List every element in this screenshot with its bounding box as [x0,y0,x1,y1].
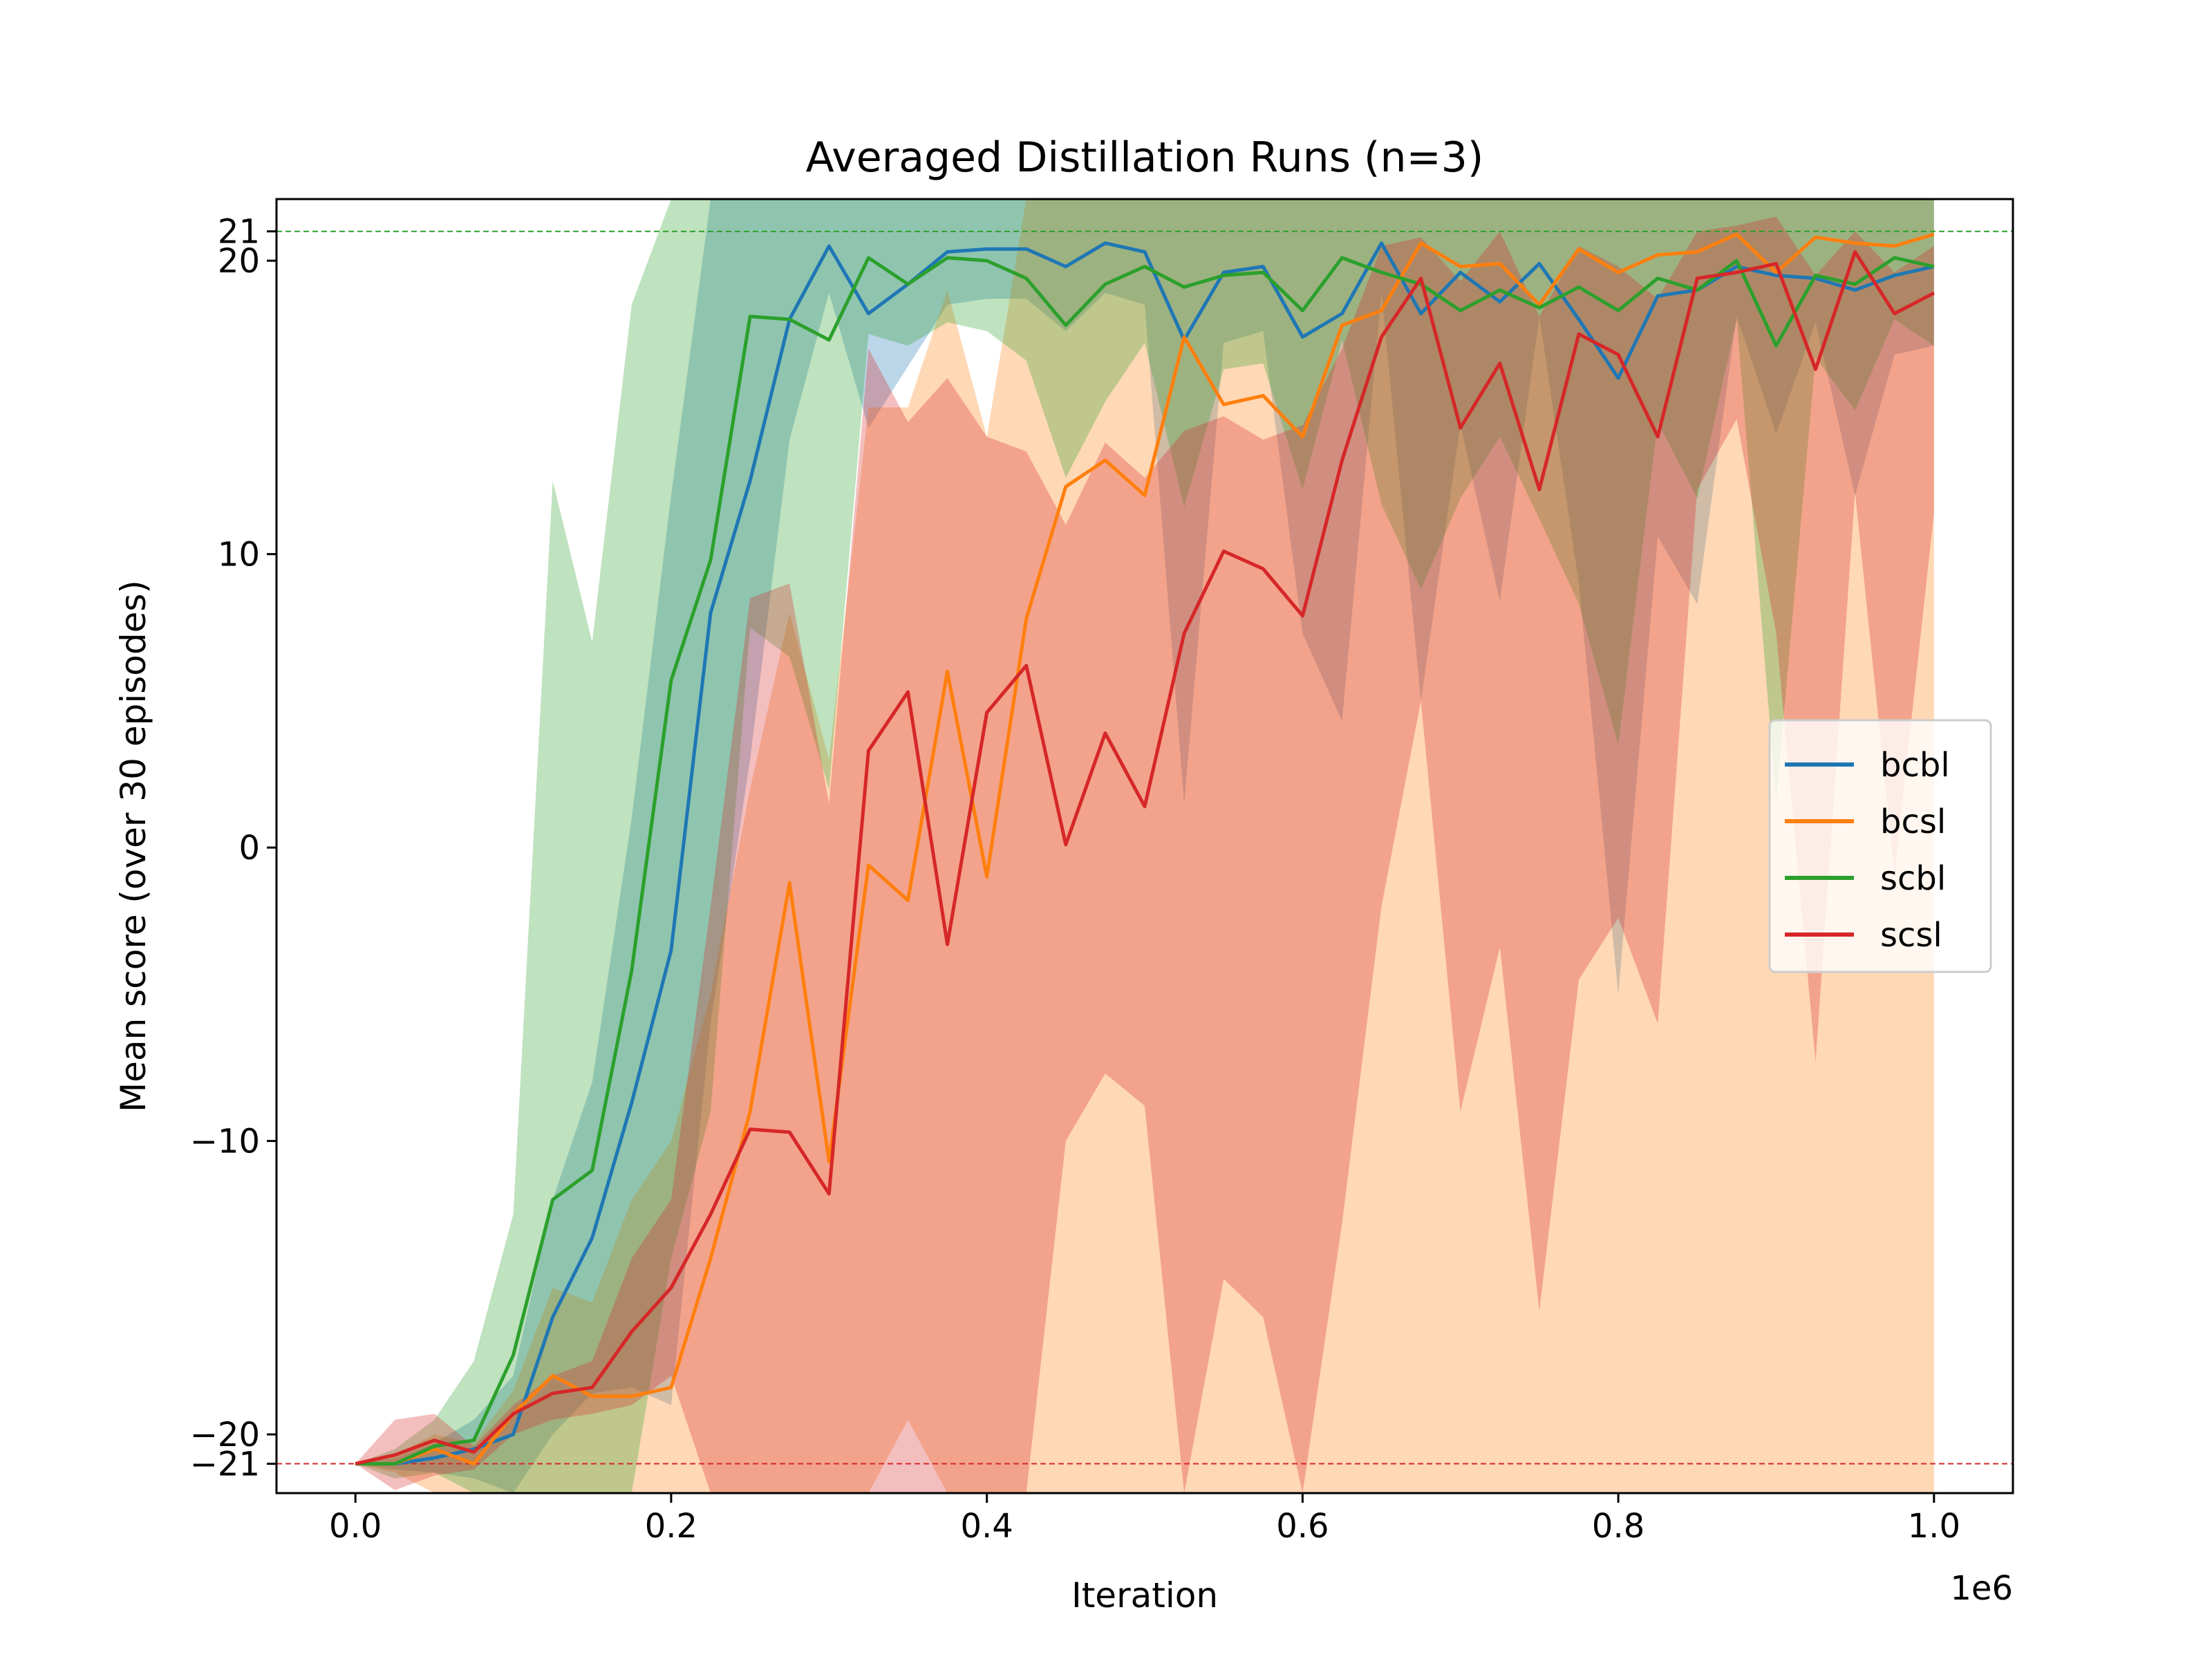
legend: bcbl bcsl scbl scsl [1768,719,1992,973]
band-scbl [355,199,1934,1493]
y-tick-label: −10 [190,1123,260,1161]
y-tick-label: 0 [238,829,260,868]
band-scsl [355,216,1934,1493]
legend-label-scbl: scbl [1880,859,1946,898]
x-tick-label: 0.4 [960,1507,1013,1546]
band-bcbl [355,199,1934,1493]
x-tick-label: 0.6 [1276,1507,1329,1546]
x-axis: 0.0 0.2 0.4 0.6 0.8 1.0 [329,1493,1960,1546]
legend-label-bcbl: bcbl [1880,746,1950,785]
x-tick-label: 0.0 [329,1507,382,1546]
y-tick-label: −20 [190,1416,260,1454]
y-tick-label: 10 [218,536,260,574]
band-bcsl [355,199,1934,1493]
x-tick-label: 1.0 [1908,1507,1960,1546]
plot-frame [275,198,2014,1494]
chart-title: Averaged Distillation Runs (n=3) [806,133,1484,182]
x-axis-label: Iteration [1071,1575,1218,1615]
y-tick-label: 21 [218,213,260,252]
y-tick-label: −21 [190,1445,260,1484]
series-line-bcbl [355,241,1935,1466]
legend-label-bcsl: bcsl [1880,803,1946,841]
series-line-scsl [355,250,1935,1466]
reference-lines [276,230,2013,1465]
y-tick-label: 20 [218,242,260,281]
y-axis-label: Mean score (over 30 episodes) [113,580,153,1112]
x-tick-label: 0.2 [645,1507,697,1546]
series-line-scbl [355,256,1935,1466]
legend-frame [1768,719,1992,973]
legend-label-scsl: scsl [1880,916,1942,955]
series-lines [355,232,1935,1466]
series-line-bcsl [355,232,1935,1466]
confidence-bands [355,199,1934,1493]
x-tick-label: 0.8 [1592,1507,1644,1546]
x-axis-offset-label: 1e6 [1950,1569,2013,1608]
